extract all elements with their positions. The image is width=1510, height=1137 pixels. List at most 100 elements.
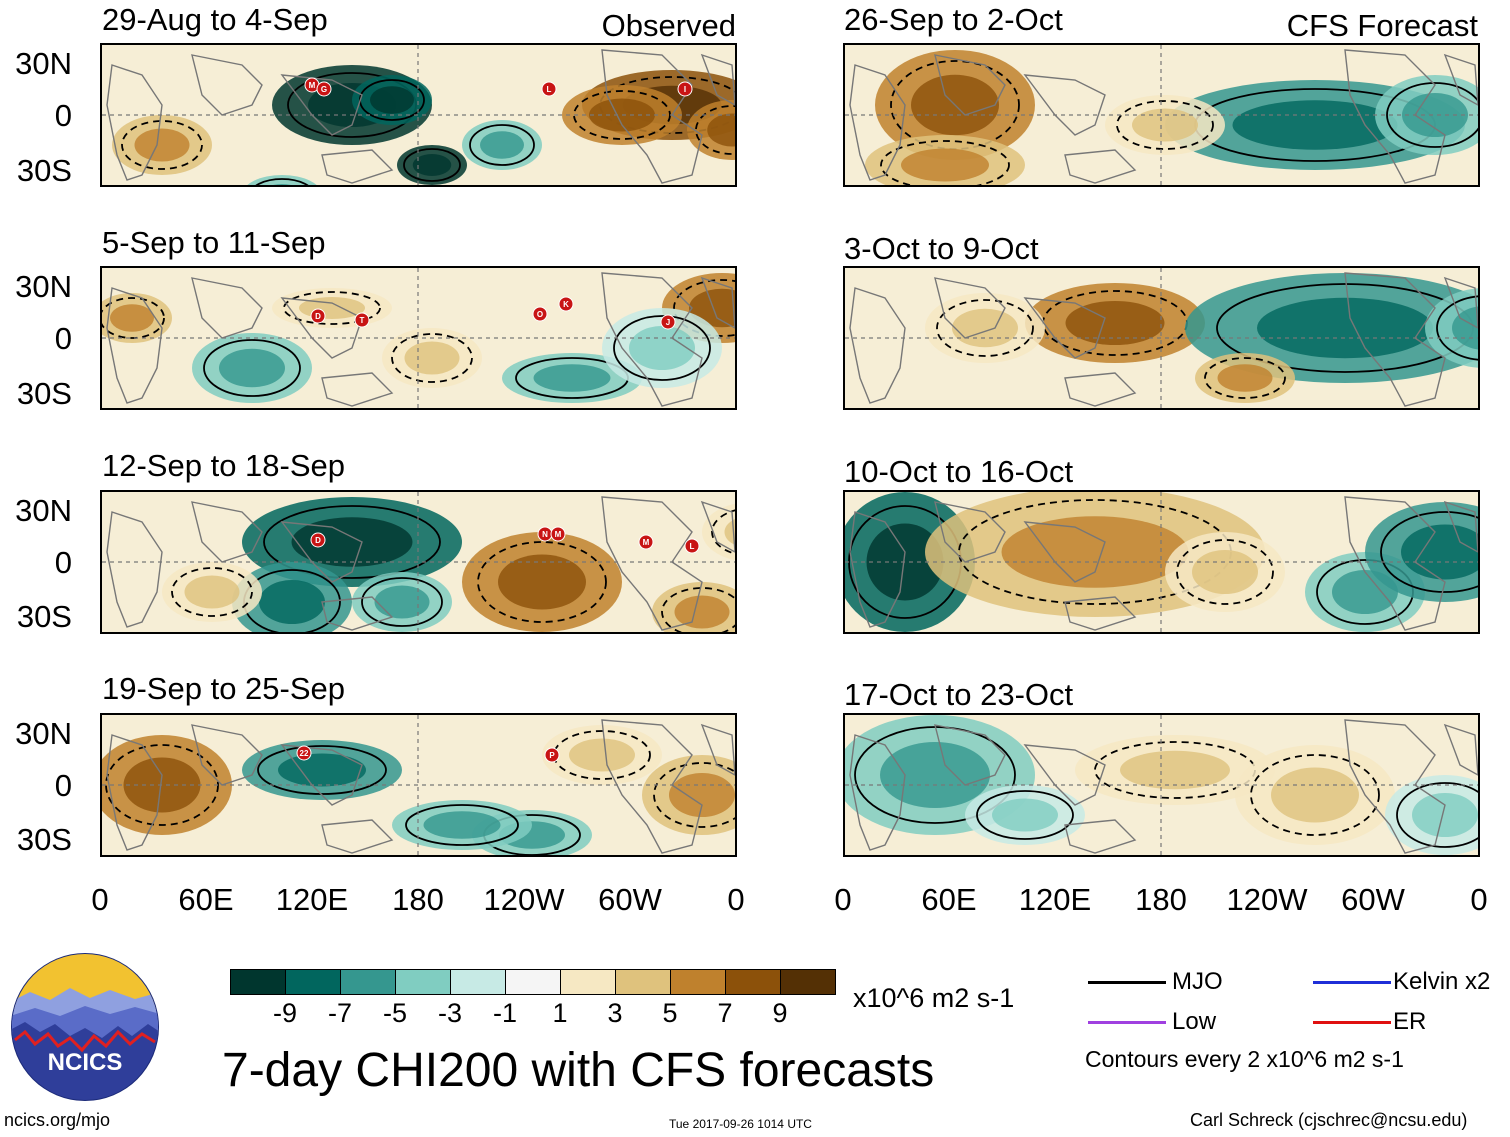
anomaly-core	[629, 326, 695, 370]
mjo-contour	[405, 804, 519, 846]
storm-letter: M	[643, 538, 650, 547]
map-canvas: D T O K J	[102, 268, 735, 408]
anomaly-core	[992, 798, 1058, 832]
lon-label: 0	[727, 882, 745, 917]
panel-title: 26-Sep to 2-Oct	[844, 2, 1063, 37]
map-panel	[843, 266, 1480, 410]
storm-letter: P	[549, 751, 555, 760]
lat-label: 30S	[16, 822, 72, 857]
panel-tag: CFS Forecast	[1286, 8, 1478, 43]
timestamp: Tue 2017-09-26 1014 UTC	[669, 1117, 812, 1131]
colorbar-swatch	[340, 969, 396, 995]
anomaly-core	[1132, 108, 1198, 142]
hurricane-icon	[544, 747, 560, 763]
lon-label: 0	[1470, 882, 1488, 917]
anomaly-core	[880, 742, 990, 808]
mjo-contour	[976, 790, 1074, 840]
anomaly-core	[219, 348, 285, 388]
colorbar-label: 1	[552, 998, 568, 1028]
lat-label: 0	[54, 321, 72, 356]
panel-title: 12-Sep to 18-Sep	[102, 448, 346, 483]
lat-label: 0	[54, 768, 72, 803]
mjo-contour	[171, 567, 253, 617]
mjo-contour	[1436, 295, 1478, 361]
panel-title: 29-Aug to 4-Sep	[102, 2, 328, 37]
storm-letter: L	[547, 85, 552, 94]
storm-marker: I	[677, 81, 693, 97]
storm-marker: M	[638, 534, 654, 550]
legend-label: ER	[1393, 1008, 1427, 1035]
lon-label: 120W	[483, 882, 565, 917]
lon-label: 0	[91, 882, 109, 917]
legend-swatch-low	[1088, 1021, 1166, 1024]
storm-marker: J	[660, 314, 676, 330]
lat-label: 30S	[16, 153, 72, 188]
hurricane-icon	[677, 81, 693, 97]
map-canvas	[845, 45, 1478, 185]
colorbar-swatch	[230, 969, 286, 995]
anomaly-region	[247, 175, 317, 185]
colorbar-label: 9	[772, 998, 788, 1028]
mjo-contour	[1250, 754, 1380, 836]
hurricane-icon	[296, 745, 312, 761]
storm-letter: J	[666, 318, 670, 327]
anomaly-core	[901, 148, 989, 182]
lat-label: 30S	[16, 376, 72, 411]
storm-letter: G	[321, 85, 327, 94]
mjo-contour	[283, 291, 381, 325]
hurricane-icon	[684, 538, 700, 554]
anomaly-core	[291, 517, 413, 567]
anomaly-core	[533, 364, 611, 392]
storm-letter: N	[542, 530, 548, 539]
footer-credit: Carl Schreck (cjschrec@ncsu.edu)	[1190, 1110, 1468, 1130]
map-canvas	[845, 268, 1478, 408]
coastline	[849, 272, 1478, 407]
colorbar-label: -5	[382, 998, 408, 1028]
mjo-contour	[653, 762, 735, 828]
colorbar-label: -9	[272, 998, 298, 1028]
storm-letter: 22	[300, 749, 309, 758]
lat-label: 30N	[15, 716, 72, 751]
storm-marker: G	[316, 81, 332, 97]
colorbar-label: -7	[327, 998, 353, 1028]
colorbar-label: 5	[662, 998, 678, 1028]
coastline	[106, 719, 735, 854]
legend-label: Low	[1172, 1008, 1217, 1035]
storm-marker: T	[354, 312, 370, 328]
storm-letter: L	[690, 542, 695, 551]
mjo-contour	[361, 577, 443, 627]
anomaly-core	[1001, 516, 1189, 588]
map-panel	[843, 713, 1480, 857]
anomaly-core	[1402, 93, 1468, 137]
storm-marker: L	[684, 538, 700, 554]
lon-label: 0	[834, 882, 852, 917]
main-title: 7-day CHI200 with CFS forecasts	[222, 1044, 935, 1097]
mjo-contour	[1396, 782, 1478, 848]
map-panel	[843, 43, 1480, 187]
contour-note: Contours every 2 x10^6 m2 s-1	[1085, 1046, 1404, 1072]
anomaly-core	[952, 308, 1018, 348]
mjo-contour	[403, 148, 461, 182]
lat-label: 30N	[15, 269, 72, 304]
lon-label: 60E	[921, 882, 977, 917]
colorbar-swatch	[615, 969, 671, 995]
hurricane-icon	[550, 526, 566, 542]
colorbar-swatch	[670, 969, 726, 995]
colorbar-swatch	[450, 969, 506, 995]
anomaly-core	[134, 128, 190, 162]
mjo-contour	[1204, 357, 1286, 399]
coastline	[849, 49, 1478, 184]
colorbar-label: 7	[717, 998, 733, 1028]
storm-letter: D	[315, 312, 321, 321]
mjo-contour	[880, 140, 1010, 185]
storm-letter: M	[309, 81, 316, 90]
anomaly-core	[1257, 297, 1433, 359]
footer-url[interactable]: ncics.org/mjo	[4, 1110, 111, 1130]
anomaly-core	[423, 811, 501, 839]
colorbar-label: -1	[492, 998, 518, 1028]
panel-title: 10-Oct to 16-Oct	[844, 454, 1074, 489]
anomaly-core	[707, 113, 735, 147]
hurricane-icon	[310, 532, 326, 548]
panel-title: 19-Sep to 25-Sep	[102, 671, 346, 706]
